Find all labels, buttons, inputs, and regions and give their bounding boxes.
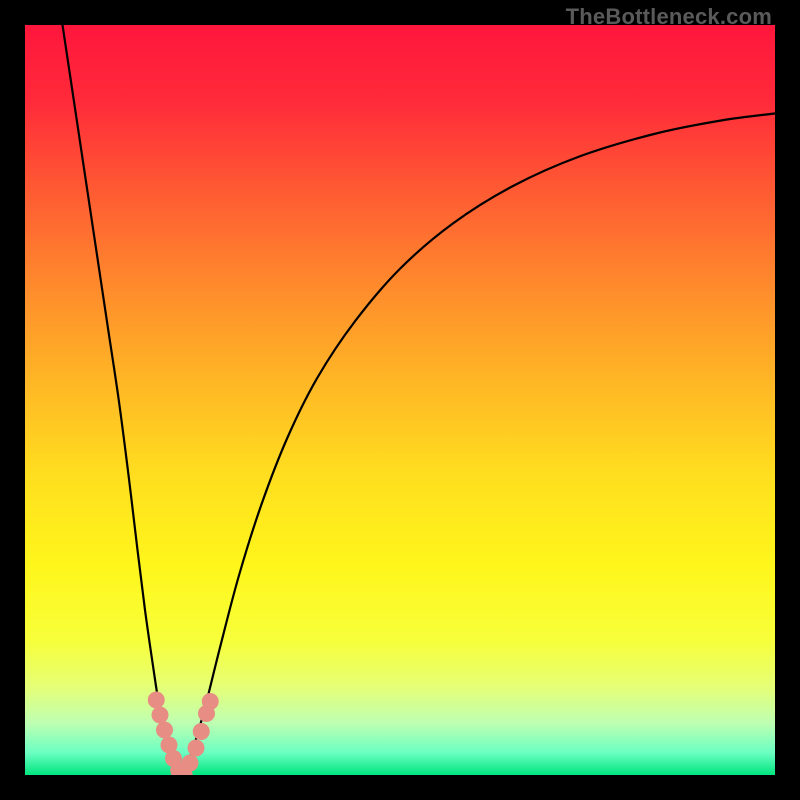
vertex-marker bbox=[202, 693, 219, 710]
vertex-marker bbox=[148, 692, 165, 709]
vertex-marker bbox=[182, 755, 199, 772]
plot-area bbox=[25, 25, 775, 775]
vertex-marker bbox=[156, 722, 173, 739]
watermark-text: TheBottleneck.com bbox=[566, 4, 772, 30]
vertex-marker bbox=[188, 740, 205, 757]
plot-svg bbox=[25, 25, 775, 775]
gradient-background bbox=[25, 25, 775, 775]
vertex-marker bbox=[152, 707, 169, 724]
vertex-marker bbox=[193, 723, 210, 740]
chart-frame: TheBottleneck.com bbox=[0, 0, 800, 800]
